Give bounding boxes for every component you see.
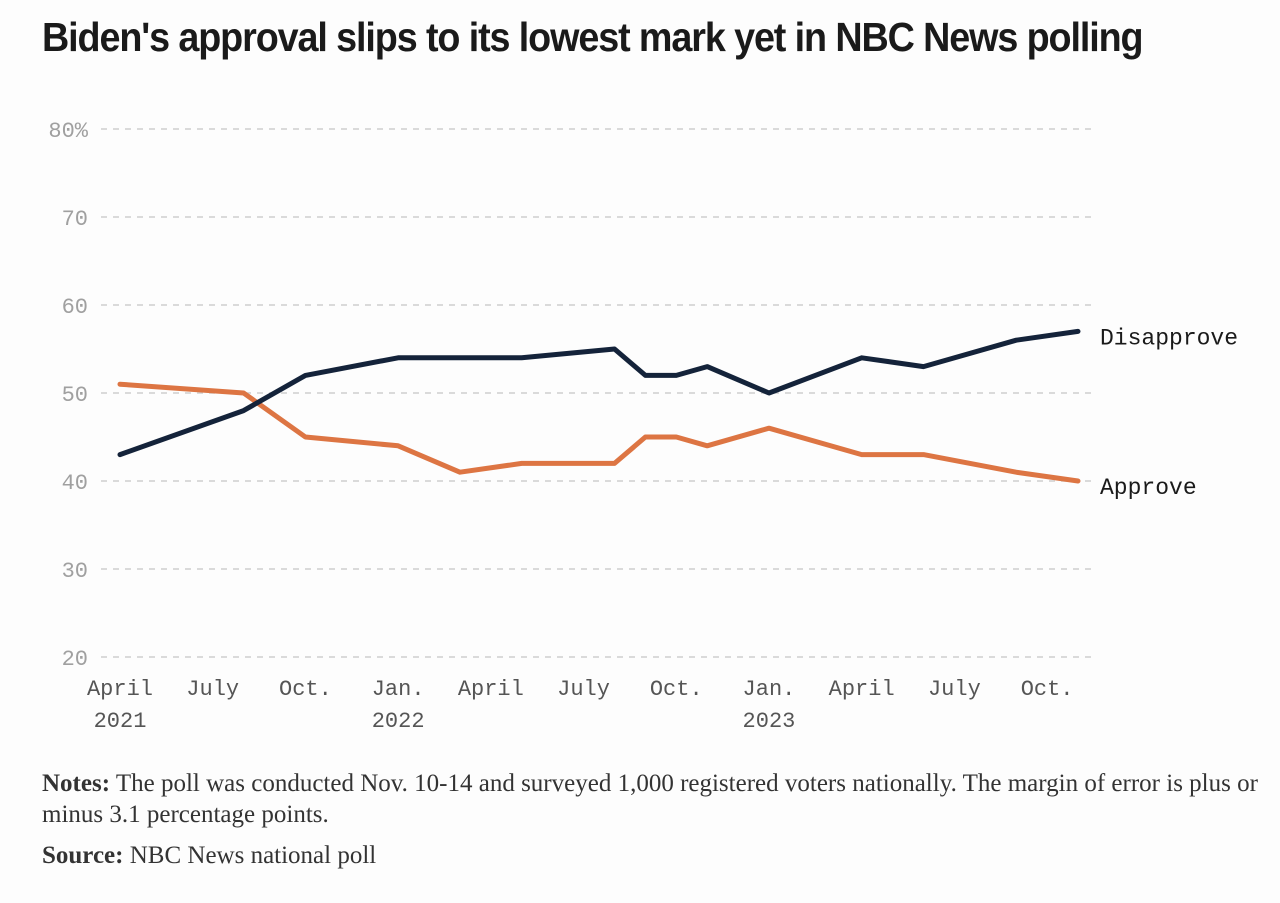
x-tick-label: Oct.: [279, 677, 332, 702]
y-tick-label: 50: [62, 383, 88, 408]
chart-title: Biden's approval slips to its lowest mar…: [42, 14, 1144, 60]
x-tick-year-label: 2023: [743, 709, 796, 734]
x-tick-label: July: [186, 677, 239, 702]
notes-label: Notes:: [42, 770, 111, 797]
x-tick-label: July: [557, 677, 610, 702]
gridlines: [101, 128, 1095, 658]
x-tick-year-label: 2022: [372, 709, 425, 734]
y-tick-label: 70: [62, 207, 88, 232]
series-line-approve: [117, 381, 1081, 484]
x-tick-label: April: [87, 677, 153, 702]
y-tick-label: 60: [62, 295, 88, 320]
x-tick-year-label: 2021: [94, 709, 147, 734]
series-label-approve: Approve: [1100, 475, 1197, 501]
chart-notes: Notes: The poll was conducted Nov. 10-14…: [42, 768, 1267, 830]
source-label: Source:: [42, 842, 124, 869]
x-tick-label: July: [928, 677, 981, 702]
x-tick-label: Jan.: [743, 677, 796, 702]
x-axis-tick-labels: April 2021 July Oct. Jan. 2022 April July Oct. Ja…: [87, 677, 1074, 734]
x-tick-label: Jan.: [372, 677, 425, 702]
x-tick-label: Oct.: [650, 677, 703, 702]
notes-text: The poll was conducted Nov. 10-14 and su…: [42, 770, 1258, 828]
line-chart: 80% 70 60 50 40 30 20 April 2021 July Oct. Jan. 202…: [48, 119, 1238, 734]
series-label-disapprove: Disapprove: [1100, 325, 1238, 351]
y-axis-tick-labels: 80% 70 60 50 40 30 20: [48, 119, 88, 672]
series-labels: Approve Disapprove: [1100, 325, 1238, 501]
x-tick-label: April: [458, 677, 524, 702]
y-tick-label: 80%: [48, 119, 88, 144]
y-tick-label: 40: [62, 471, 88, 496]
x-tick-label: Oct.: [1021, 677, 1074, 702]
y-tick-label: 30: [62, 559, 88, 584]
source-text: NBC News national poll: [129, 842, 377, 869]
y-tick-label: 20: [62, 647, 88, 672]
chart-source: Source: NBC News national poll: [42, 840, 1267, 871]
x-tick-label: April: [829, 677, 895, 702]
series-line-disapprove: [117, 328, 1081, 458]
series-lines: [117, 328, 1081, 484]
